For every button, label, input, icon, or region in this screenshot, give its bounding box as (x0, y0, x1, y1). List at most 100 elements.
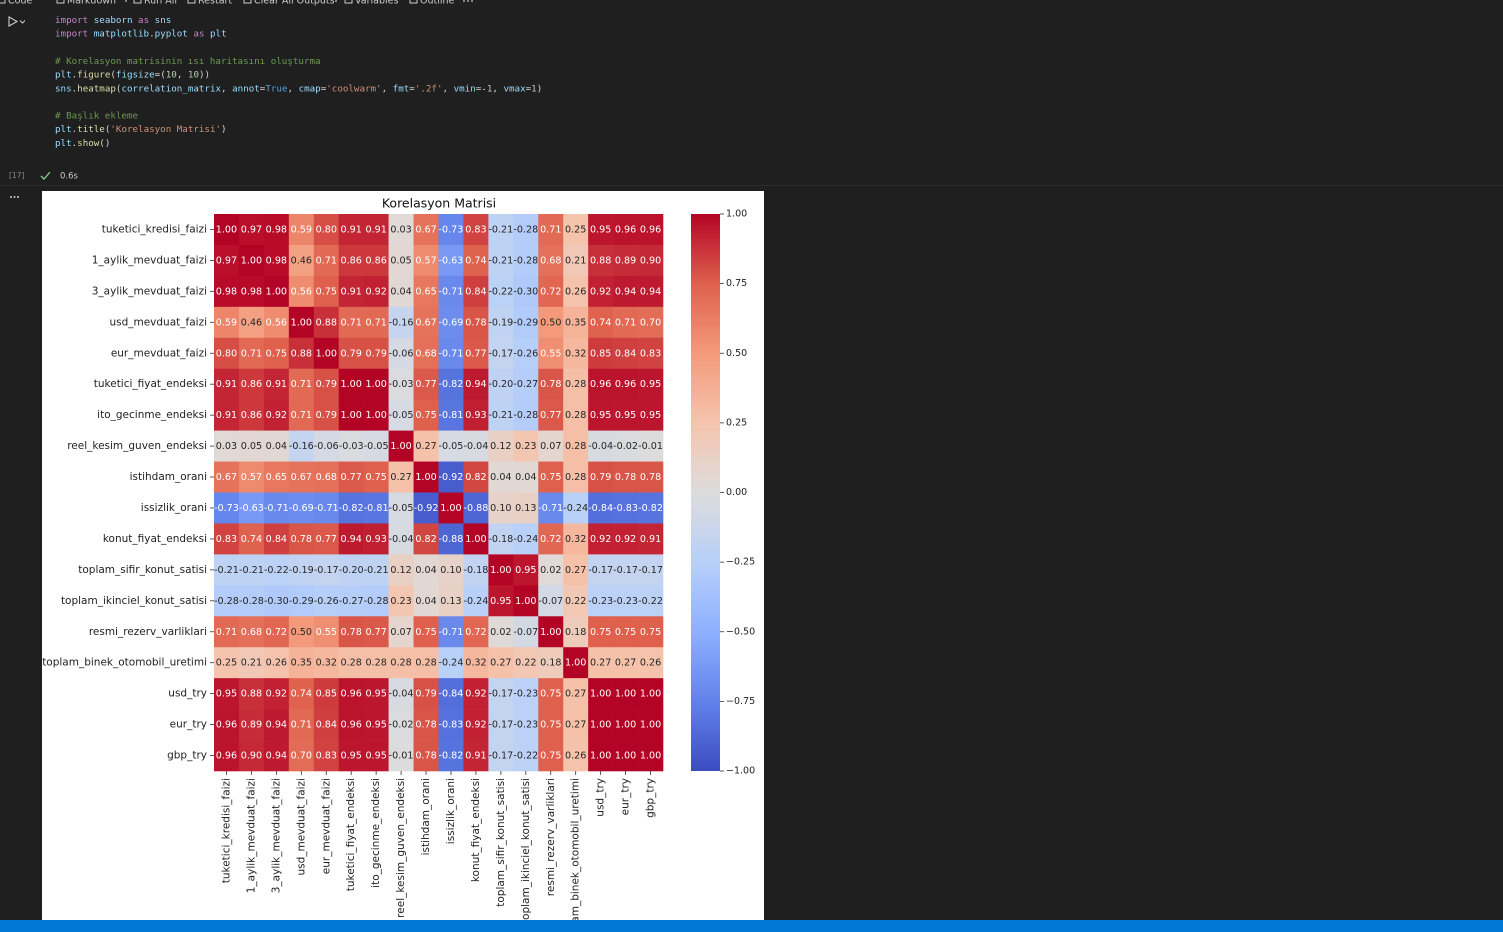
cell-label: 1.00 (640, 720, 661, 731)
toolbar-item[interactable]: Outline (420, 0, 455, 7)
toolbar: Code Markdown Run All Restart Clear All Outp… (0, 0, 473, 7)
heatmap-cell (638, 740, 664, 772)
cell-label: 0.68 (316, 472, 337, 483)
cell-label: 1.00 (341, 410, 362, 421)
cell-label: 0.74 (291, 689, 312, 700)
heatmap-cell (613, 585, 639, 617)
toolbar-item[interactable]: Markdown (67, 0, 116, 7)
heatmap-cell (513, 337, 539, 370)
cell-label: 0.77 (465, 348, 486, 359)
heatmap-cell (214, 709, 240, 741)
cell-label: 0.03 (216, 441, 237, 452)
cell-label: 0.75 (640, 627, 661, 638)
heatmap-cell (638, 214, 664, 246)
heatmap-cell (588, 678, 614, 710)
heatmap-cell (613, 616, 639, 648)
heatmap-cell (613, 523, 639, 555)
cell-label: 0.57 (241, 472, 262, 483)
cell-label: 0.74 (465, 255, 486, 266)
toolbar-icon[interactable] (344, 0, 353, 4)
cell-label: 0.50 (291, 627, 312, 638)
heatmap-cell (563, 616, 589, 648)
toolbar-item[interactable]: Code (8, 0, 32, 7)
cell-label: 0.67 (291, 472, 312, 483)
cell-label: -0.82 (339, 503, 364, 514)
cell-label: -0.73 (439, 224, 464, 235)
toolbar-item[interactable]: Restart (198, 0, 232, 7)
toolbar-icon[interactable] (0, 0, 6, 4)
code-editor[interactable]: import seaborn as sns import matplotlib.p… (55, 15, 542, 149)
cell-label: 0.75 (615, 627, 636, 638)
toolbar-separator (125, 0, 127, 2)
toolbar-item[interactable]: Variables (355, 0, 398, 7)
heatmap-cell (413, 275, 439, 308)
cell-label: 0.32 (316, 658, 337, 669)
cell-label: 0.79 (365, 348, 386, 359)
cell-label: 0.91 (341, 224, 362, 235)
cell-label: -0.63 (439, 255, 464, 266)
cell-label: -0.04 (464, 441, 489, 452)
output-menu[interactable] (10, 196, 19, 198)
cell-label: -0.71 (538, 503, 563, 514)
heatmap-cell (313, 585, 340, 617)
cell-label: 0.05 (241, 441, 262, 452)
heatmap-cell (388, 554, 414, 586)
toolbar-icon[interactable] (56, 0, 65, 4)
heatmap-cell (413, 709, 439, 741)
heatmap-cell (488, 275, 514, 308)
heatmap-cell (538, 244, 564, 277)
heatmap-cell (214, 399, 240, 431)
cell-label: 0.91 (266, 379, 287, 390)
heatmap-cell (238, 585, 265, 617)
heatmap-cell (363, 430, 389, 462)
toolbar-item[interactable]: Clear All Outputs (254, 0, 335, 7)
toolbar-icon[interactable] (133, 0, 142, 4)
heatmap-cell (613, 678, 639, 710)
run-cell-button[interactable] (8, 16, 19, 27)
run-menu[interactable] (19, 20, 26, 24)
cell-label: 0.95 (365, 751, 386, 762)
cell-label: 0.71 (216, 627, 237, 638)
heatmap-cell (363, 492, 389, 524)
heatmap-cell (214, 306, 240, 339)
cell-label: -0.26 (513, 348, 538, 359)
heatmap-cell (463, 399, 489, 431)
cell-label: 0.79 (590, 472, 611, 483)
cell-label: -0.01 (638, 441, 663, 452)
heatmap-cell (538, 368, 564, 400)
heatmap-cell (388, 523, 414, 555)
heatmap-cell (488, 337, 514, 370)
heatmap-cell (488, 523, 514, 555)
heatmap-cell (263, 306, 290, 339)
heatmap-cell (288, 399, 315, 431)
heatmap-cell (238, 709, 265, 741)
heatmap-cell (313, 461, 340, 493)
heatmap-cell (613, 214, 639, 246)
toolbar-item[interactable]: Run All (144, 0, 177, 7)
cell-label: 0.96 (341, 689, 362, 700)
cell-label: 0.27 (615, 658, 636, 669)
toolbar-icon[interactable] (243, 0, 252, 4)
heatmap-cell (413, 337, 439, 370)
heatmap-cell (214, 616, 240, 648)
cell-label: 1.00 (216, 224, 237, 235)
cell-label: -0.81 (364, 503, 389, 514)
cell-label: 0.95 (341, 751, 362, 762)
cell-label: -0.17 (488, 348, 513, 359)
toolbar-icon[interactable] (187, 0, 196, 4)
cell-label: 0.05 (390, 255, 411, 266)
heatmap-cell (388, 368, 414, 400)
heatmap-cell (538, 337, 564, 370)
cell-label: 0.65 (415, 286, 436, 297)
x-tick-label: toplam_ikinciel_konut_satisi (520, 778, 532, 924)
heatmap-cell (563, 461, 589, 493)
heatmap-cell (613, 306, 639, 339)
cell-label: 0.75 (540, 689, 561, 700)
cell-label: 0.95 (515, 565, 536, 576)
heatmap-cell (438, 709, 464, 741)
cell-label: 0.95 (365, 689, 386, 700)
heatmap-cell (338, 275, 364, 308)
toolbar-icon[interactable] (409, 0, 418, 4)
cell-label: -0.29 (289, 596, 314, 607)
cell-label: -0.03 (339, 441, 364, 452)
